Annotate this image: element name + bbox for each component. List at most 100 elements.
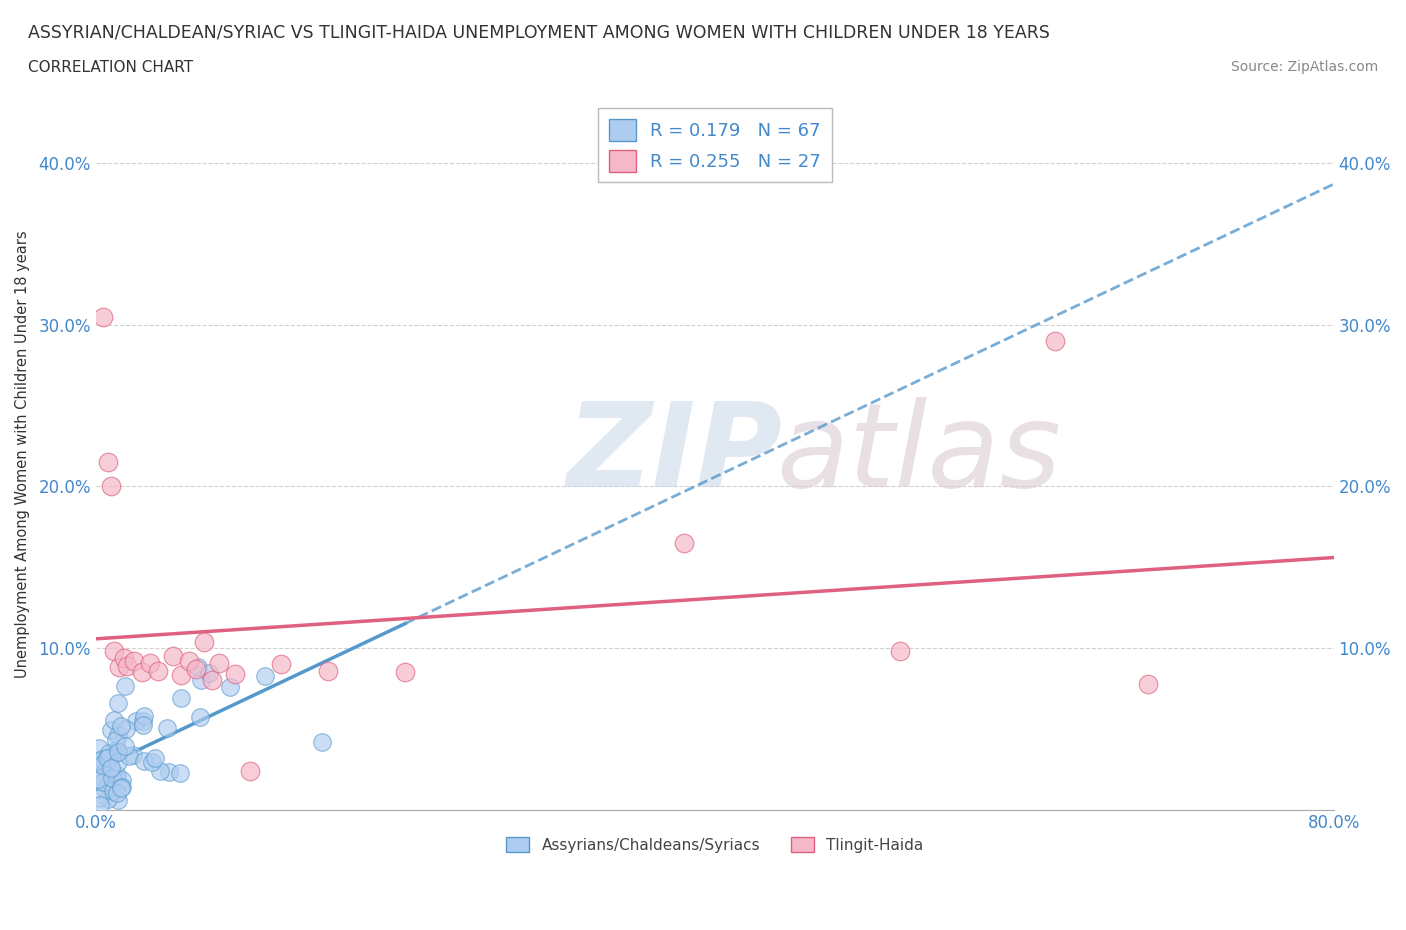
Point [118,749,141,764]
Legend: Assyrians/Chaldeans/Syriacs, Tlingit-Haida: Assyrians/Chaldeans/Syriacs, Tlingit-Hai… [501,830,929,858]
Point [198,666,221,681]
Point [94,781,117,796]
Point [188,710,211,724]
Point [107,727,129,742]
Point [97,781,120,796]
Point [103,713,125,728]
Point [143,751,166,765]
Point [97,745,120,760]
Point [100,760,122,775]
Point [132,718,155,733]
Text: ASSYRIAN/CHALDEAN/SYRIAC VS TLINGIT-HAIDA UNEMPLOYMENT AMONG WOMEN WITH CHILDREN: ASSYRIAN/CHALDEAN/SYRIAC VS TLINGIT-HAID… [28,23,1050,41]
Point [270,657,292,671]
Point [141,754,163,769]
Point [122,748,145,763]
Point [131,665,153,680]
Point [1136,676,1159,691]
Point [107,696,129,711]
Point [187,659,209,674]
Point [186,661,208,676]
Point [124,654,146,669]
Point [114,738,136,753]
Point [316,663,339,678]
Text: atlas: atlas [776,397,1062,512]
Point [105,741,128,756]
Point [89,798,111,813]
Point [101,778,124,793]
Point [107,792,129,807]
Text: Source: ZipAtlas.com: Source: ZipAtlas.com [1230,60,1378,74]
Text: ZIP: ZIP [567,396,782,512]
Point [253,669,276,684]
Point [91,758,114,773]
Point [201,673,224,688]
Point [103,644,125,658]
Point [107,745,129,760]
Point [93,775,115,790]
Point [193,634,215,649]
Point [104,780,127,795]
Point [170,691,193,706]
Point [146,663,169,678]
Point [132,753,155,768]
Point [96,771,118,786]
Point [115,658,138,673]
Point [98,751,121,766]
Point [190,673,212,688]
Point [218,680,240,695]
Point [90,751,112,766]
Point [114,722,136,737]
Point [111,773,134,788]
Point [112,650,135,665]
Point [1043,334,1066,349]
Point [889,644,911,658]
Point [114,679,136,694]
Point [108,660,131,675]
Point [208,655,231,670]
Point [169,766,191,781]
Point [105,772,128,787]
Point [103,747,125,762]
Point [101,748,124,763]
Point [93,310,115,325]
Point [132,714,155,729]
Point [110,781,132,796]
Point [170,668,193,683]
Point [110,718,132,733]
Point [105,785,128,800]
Point [87,790,110,805]
Point [100,723,122,737]
Point [134,709,156,724]
Point [157,764,180,779]
Point [97,771,120,786]
Point [162,648,184,663]
Point [91,770,114,785]
Point [103,783,125,798]
Point [111,779,134,794]
Point [177,654,200,669]
Point [87,753,110,768]
Point [125,713,148,728]
Point [139,655,162,670]
Point [107,754,129,769]
Point [311,735,333,750]
Point [104,733,127,748]
Point [97,791,120,806]
Point [100,479,122,494]
Point [239,764,262,778]
Point [87,741,110,756]
Point [98,751,121,765]
Point [394,665,416,680]
Point [672,536,695,551]
Point [156,721,179,736]
Point [97,455,120,470]
Y-axis label: Unemployment Among Women with Children Under 18 years: Unemployment Among Women with Children U… [15,231,30,678]
Text: CORRELATION CHART: CORRELATION CHART [28,60,193,75]
Point [107,745,129,760]
Point [100,771,122,786]
Point [107,767,129,782]
Point [96,751,118,765]
Point [96,751,118,765]
Point [224,667,246,682]
Point [149,764,172,778]
